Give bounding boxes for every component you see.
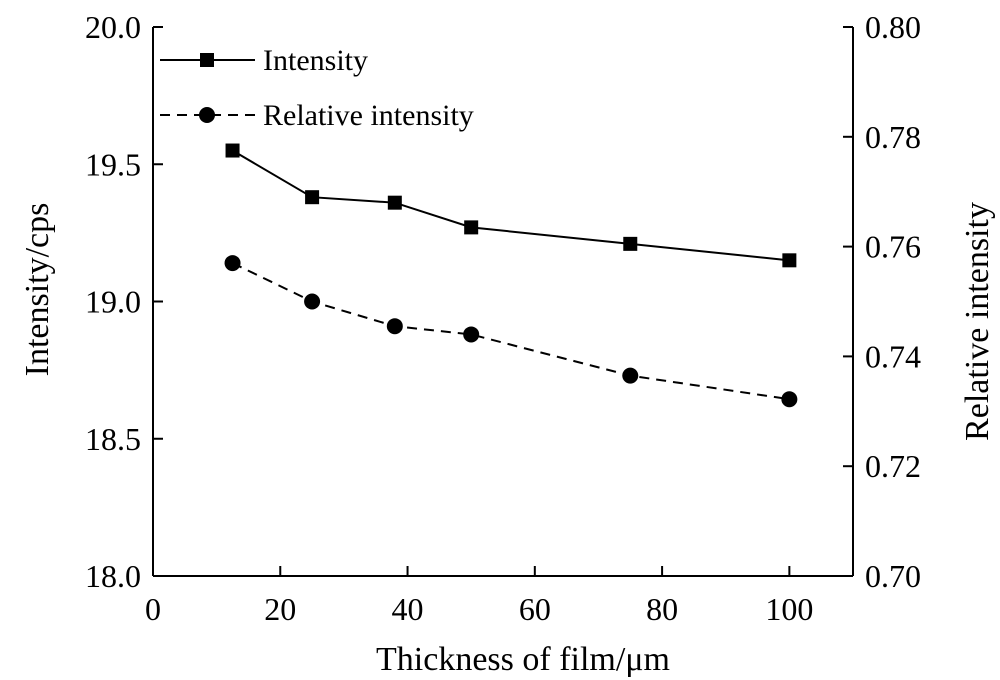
right-y-axis-ticks: 0.70 0.72 0.74 0.76 0.78 0.80: [843, 9, 921, 594]
left-y-axis-title: Intensity/cps: [19, 203, 56, 377]
left-y-axis-ticks: 18.0 18.5 19.0 19.5 20.0: [85, 9, 163, 594]
left-y-tick-label: 18.5: [85, 421, 141, 457]
legend-marker-circle: [199, 107, 215, 123]
left-y-tick-label: 18.0: [85, 558, 141, 594]
legend-marker-square: [200, 53, 214, 67]
right-y-tick-label: 0.78: [865, 119, 921, 155]
data-point-square: [623, 236, 638, 251]
x-tick-label: 100: [765, 591, 813, 627]
x-axis-title: Thickness of film/μm: [376, 641, 670, 678]
data-point-circle: [781, 391, 798, 408]
x-tick-label: 0: [145, 591, 161, 627]
x-axis-ticks: 0 20 40 60 80 100: [145, 566, 813, 627]
x-tick-label: 80: [646, 591, 678, 627]
left-y-tick-label: 19.5: [85, 146, 141, 182]
data-point-circle: [463, 326, 480, 343]
data-point-square: [305, 190, 320, 205]
series-line: [232, 149, 790, 262]
data-point-circle: [622, 367, 639, 384]
series-line: [232, 262, 790, 401]
x-tick-label: 40: [392, 591, 424, 627]
data-point-circle: [224, 255, 241, 272]
data-point-square: [464, 220, 479, 235]
series-intensity: [225, 143, 797, 268]
plot-frame: [152, 27, 854, 577]
data-point-square: [387, 195, 402, 210]
data-point-square: [225, 143, 240, 158]
data-point-circle: [386, 318, 403, 335]
x-tick-label: 60: [519, 591, 551, 627]
right-y-tick-label: 0.80: [865, 9, 921, 45]
left-y-tick-label: 20.0: [85, 9, 141, 45]
right-y-axis-title: Relative intensity: [959, 202, 996, 441]
series-relative-intensity: [224, 255, 798, 408]
data-point-circle: [304, 293, 321, 310]
right-y-tick-label: 0.72: [865, 448, 921, 484]
legend-item: Intensity: [160, 44, 368, 77]
legend-label: Relative intensity: [263, 99, 474, 132]
right-y-tick-label: 0.70: [865, 558, 921, 594]
legend-item: Relative intensity: [160, 99, 474, 132]
left-y-tick-label: 19.0: [85, 284, 141, 320]
legend: Intensity Relative intensity: [160, 44, 474, 132]
series-layer: [224, 143, 798, 408]
legend-label: Intensity: [263, 44, 368, 77]
data-point-square: [782, 253, 797, 268]
x-tick-label: 20: [264, 591, 296, 627]
right-y-tick-label: 0.74: [865, 338, 921, 374]
right-y-tick-label: 0.76: [865, 229, 921, 265]
